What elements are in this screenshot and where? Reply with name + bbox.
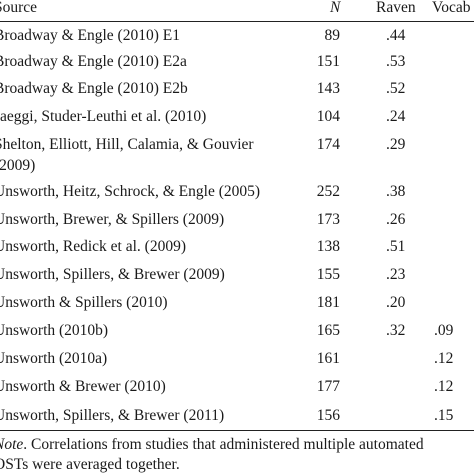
row-raven: .51 [386, 238, 406, 255]
row-n: 161 [316, 350, 340, 367]
row-raven: .44 [386, 27, 406, 44]
row-n: 151 [316, 53, 340, 70]
row-source: Unsworth, Heitz, Schrock, & Engle (2005) [0, 183, 261, 200]
row-raven: .23 [386, 266, 406, 283]
row-raven: .26 [386, 211, 406, 228]
row-raven: .32 [386, 322, 406, 339]
column-header-n: N [330, 0, 341, 16]
row-n: 165 [316, 322, 340, 339]
row-source: Unsworth, Spillers, & Brewer (2011) [0, 407, 225, 424]
row-vocab: .09 [434, 322, 454, 339]
row-source-continued: (2009) [0, 157, 36, 174]
row-n: 155 [316, 266, 340, 283]
table-note: Note. Correlations from studies that adm… [0, 436, 424, 454]
row-n: 143 [316, 80, 340, 97]
row-vocab: .12 [434, 350, 454, 367]
table-note-continued: OSTs were averaged together. [0, 456, 180, 473]
row-source: Unsworth & Spillers (2010) [0, 294, 168, 311]
row-source: Broadway & Engle (2010) E1 [0, 27, 180, 44]
row-n: 252 [316, 183, 340, 200]
row-n: 104 [316, 108, 340, 125]
row-vocab: .15 [434, 407, 454, 424]
row-source: Unsworth, Brewer, & Spillers (2009) [0, 211, 225, 228]
row-source: Broadway & Engle (2010) E2a [0, 53, 187, 70]
row-source: Unsworth (2010b) [0, 322, 109, 339]
row-n: 89 [324, 27, 341, 44]
row-raven: .53 [386, 53, 406, 70]
row-source: Broadway & Engle (2010) E2b [0, 80, 188, 97]
header-rule [0, 21, 474, 22]
table-bottom-rule [0, 430, 474, 431]
row-source: Unsworth, Spillers, & Brewer (2009) [0, 266, 225, 283]
row-source: Unsworth, Redick et al. (2009) [0, 238, 186, 255]
row-source: Jaeggi, Studer-Leuthi et al. (2010) [0, 108, 207, 125]
row-source: Unsworth & Brewer (2010) [0, 378, 166, 395]
row-raven: .24 [386, 108, 406, 125]
row-n: 174 [316, 136, 340, 153]
row-n: 156 [316, 407, 340, 424]
row-raven: .38 [386, 183, 406, 200]
row-raven: .52 [386, 80, 406, 97]
column-header-raven: Raven [376, 0, 416, 16]
row-raven: .29 [386, 136, 406, 153]
note-text: . Correlations from studies that adminis… [23, 436, 424, 453]
row-n: 173 [316, 211, 340, 228]
row-n: 181 [316, 294, 340, 311]
row-vocab: .12 [434, 378, 454, 395]
column-header-vocab: Vocab [432, 0, 471, 16]
row-source: Unsworth (2010a) [0, 350, 108, 367]
row-source: Shelton, Elliott, Hill, Calamia, & Gouvi… [0, 136, 254, 153]
row-n: 138 [316, 238, 340, 255]
row-n: 177 [316, 378, 340, 395]
row-raven: .20 [386, 294, 406, 311]
note-label: Note [0, 436, 24, 453]
column-header-source: Source [0, 0, 38, 16]
